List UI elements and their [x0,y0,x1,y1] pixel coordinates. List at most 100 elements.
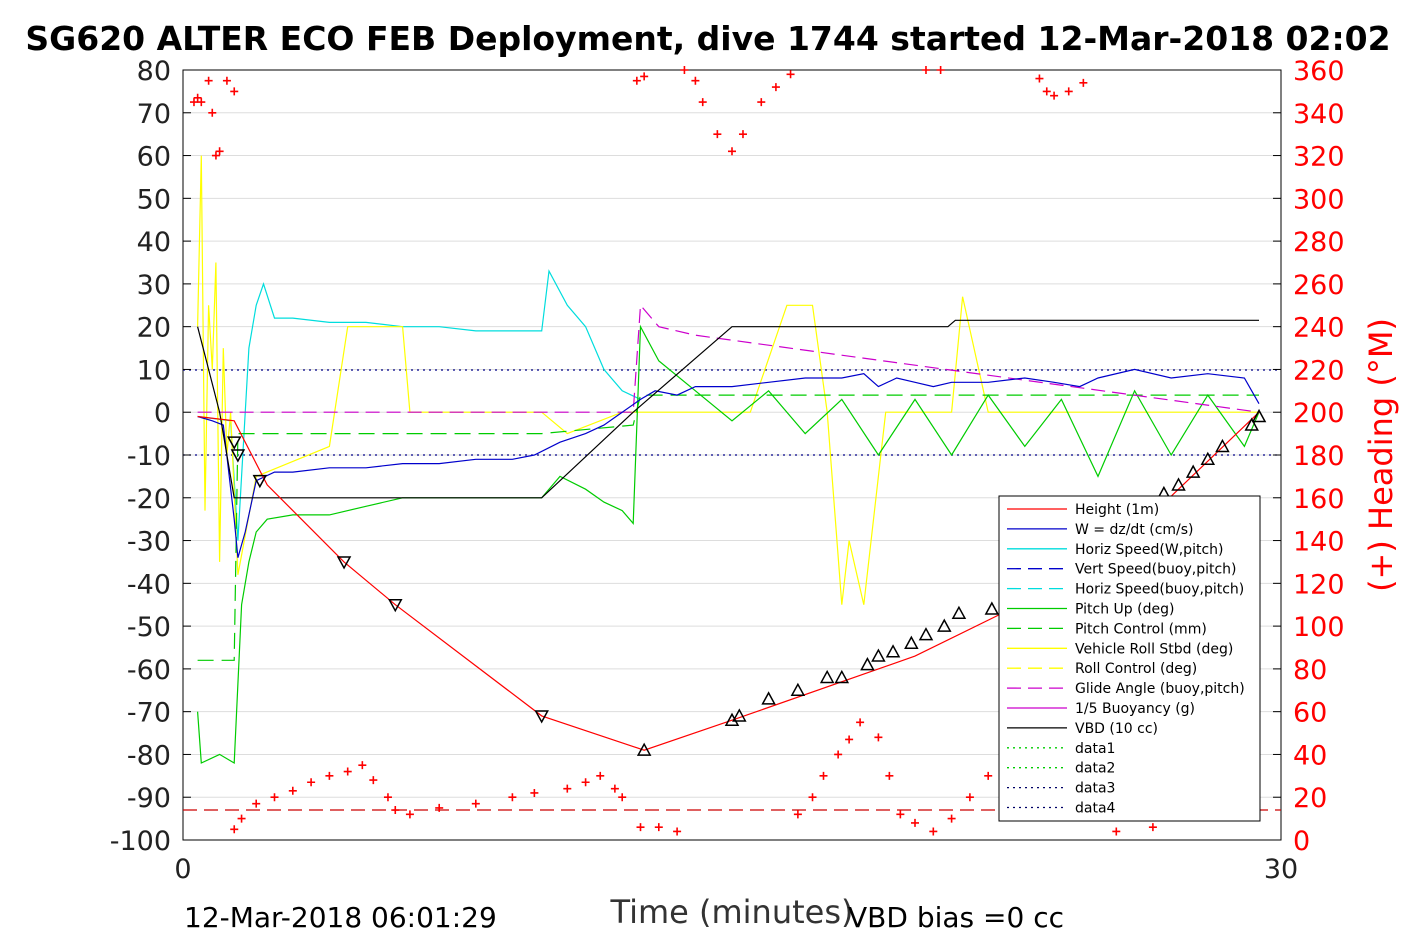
heading-marker [1079,78,1088,87]
heading-marker [596,771,605,780]
y-tick-label-right: 320 [1293,142,1345,173]
y-tick-label-right: 120 [1293,569,1345,600]
legend-label: W = dz/dt (cm/s) [1075,522,1194,538]
y-tick-label-right: 200 [1293,398,1345,429]
heading-marker [193,93,202,102]
y-tick-label-right: 360 [1293,56,1345,87]
legend-label: data2 [1075,761,1115,777]
heading-marker [874,733,883,742]
y-tick-label-left: -100 [110,826,171,857]
series-w [197,368,1260,558]
depth-marker [336,556,352,570]
y-tick-label-right: 220 [1293,355,1345,386]
depth-marker [761,691,776,705]
heading-marker [252,799,261,808]
heading-marker [1112,827,1121,836]
series-glide-angle [197,303,1260,413]
heading-marker [632,76,641,85]
heading-marker [204,76,213,85]
y-tick-label-right: 80 [1293,655,1327,686]
heading-marker [984,771,993,780]
series-layer [197,155,1260,765]
heading-marker [793,810,802,819]
depth-marker [636,742,652,756]
heading-marker [208,108,217,117]
y-tick-label-left: 60 [137,142,171,173]
legend-label: data3 [1075,781,1115,797]
chart-title: SG620 ALTER ECO FEB Deployment, dive 174… [25,19,1390,58]
depth-marker [951,605,967,620]
series-pitch-up [197,324,1260,765]
depth-marker [1200,451,1216,466]
heading-marker [845,735,854,744]
y-tick-label-right: 100 [1293,612,1345,643]
y-tick-label-left: 40 [137,227,171,258]
legend-label: Height (1m) [1075,502,1159,518]
y-tick-label-left: 70 [137,99,171,130]
vbd-bias-label: VBD bias =0 cc [848,901,1064,934]
series-horiz-speed [197,269,641,541]
x-tick-label: 0 [174,854,191,885]
heading-marker [921,66,930,74]
heading-marker [288,786,297,795]
heading-marker [563,784,572,793]
y-tick-label-right: 0 [1293,826,1310,857]
depth-marker [388,598,403,613]
heading-marker [819,771,828,780]
heading-marker [936,66,945,74]
heading-marker [471,799,480,808]
heading-marker [738,130,747,139]
heading-marker [1148,823,1157,832]
depth-marker [724,712,740,726]
y-tick-label-right: 180 [1293,441,1345,472]
heading-marker [1064,87,1073,96]
series-height [197,411,1260,751]
depth-marker [984,601,1000,615]
heading-marker [713,130,722,139]
heading-marker [369,776,378,785]
series-pitch-control [197,394,1259,661]
y-tick-label-right: 300 [1293,184,1345,215]
heading-marker [189,98,198,107]
heading-marker [530,788,539,797]
heading-marker [391,806,400,815]
y-tick-label-left: -50 [127,612,171,643]
heading-marker [834,750,843,759]
y-tick-label-left: -90 [127,783,171,814]
legend-label: Vehicle Roll Stbd (deg) [1075,641,1233,657]
y-tick-label-right: 140 [1293,527,1345,558]
heading-marker [673,827,682,836]
depth-marker [885,644,901,658]
heading-marker [965,793,974,802]
heading-marker [383,793,392,802]
depth-marker [1171,477,1186,491]
y-tick-label-right: 20 [1293,783,1327,814]
depth-marker [732,708,747,722]
depth-marker [230,449,246,463]
heading-marker [230,87,239,96]
legend-label: Horiz Speed(W,pitch) [1075,542,1223,558]
heading-marker [508,793,517,802]
legend-box [998,495,1261,822]
y-tick-label-left: 80 [137,56,171,87]
heading-marker [911,818,919,827]
legend: Height (1m) W = dz/dt (cm/s) Horiz Speed(W… [998,495,1261,822]
heading-marker [237,814,246,823]
depth-marker [1215,438,1230,453]
y-tick-label-left: -30 [127,527,171,558]
y-tick-label-left: -10 [127,441,171,472]
heading-marker [1050,91,1059,100]
heading-marker [771,83,780,92]
y-tick-label-left: -40 [127,569,171,600]
heading-marker [610,784,619,793]
depth-marker [834,669,850,684]
heading-marker [222,76,231,85]
y-tick-label-left: 0 [154,398,171,429]
y-tick-label-right: 240 [1293,313,1345,344]
legend-label: data1 [1075,741,1115,757]
depth-marker [1185,464,1201,478]
heading-marker [856,718,865,727]
heading-marker [435,803,444,812]
y-tick-label-right: 340 [1293,99,1345,130]
heading-marker [325,771,334,780]
